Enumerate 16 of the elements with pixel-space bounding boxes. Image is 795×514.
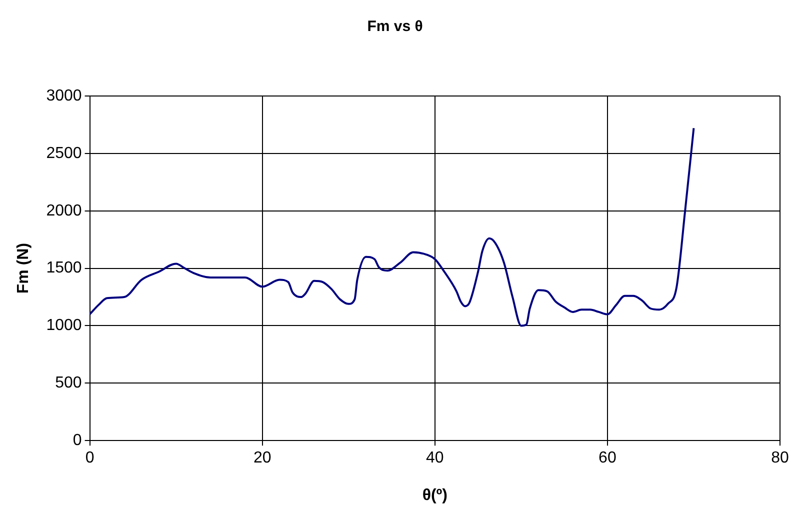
y-tick-label: 3000	[46, 87, 82, 104]
x-tick-label: 60	[598, 450, 616, 467]
chart-title: Fm vs θ	[367, 18, 423, 36]
y-tick-label: 2500	[46, 144, 82, 162]
y-axis-title: Fm (N)	[15, 242, 32, 294]
x-tick-label: 20	[253, 450, 272, 467]
x-tick-label: 0	[85, 450, 94, 467]
line-series	[90, 127, 695, 327]
y-tick-label: 500	[55, 374, 82, 392]
y-tick-label: 1500	[46, 260, 82, 277]
x-axis-title: θ(º)	[422, 486, 448, 504]
y-tick-label: 2000	[46, 202, 82, 220]
y-tick-label: 1000	[46, 317, 82, 334]
y-tick-label: 0	[72, 432, 82, 450]
x-tick-label: 80	[771, 450, 789, 467]
x-tick-label: 40	[426, 450, 444, 467]
